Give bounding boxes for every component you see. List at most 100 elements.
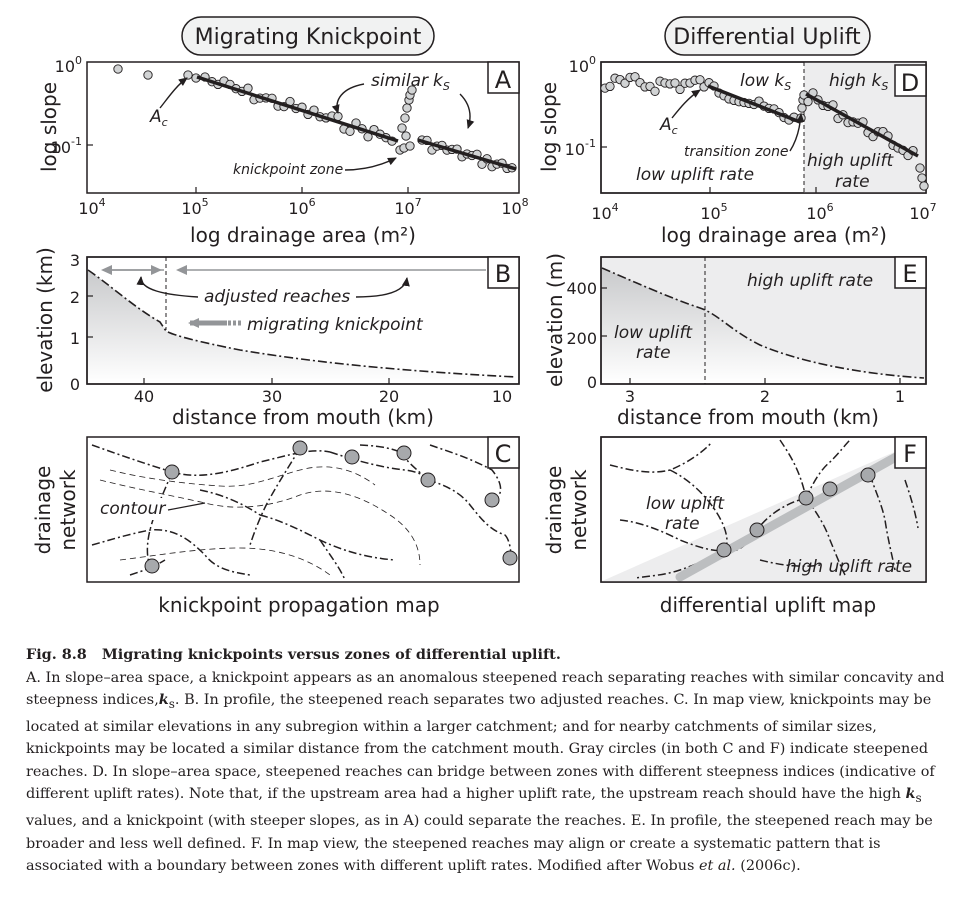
scatter-point <box>143 70 153 80</box>
caption-ks-2: k <box>905 785 916 803</box>
panel-b-xtick-10: 10 <box>492 387 512 406</box>
river <box>429 444 502 501</box>
header-right-pill <box>664 16 871 56</box>
panel-a-ann-ac: Ac <box>149 107 168 129</box>
figure-caption: Fig. 8.8 Migrating knickpoints versus zo… <box>26 644 946 878</box>
river <box>249 447 301 546</box>
river <box>634 549 726 579</box>
panel-a-xticks: 104 105 106 107 108 <box>78 187 529 218</box>
panel-d-xtick-1: 104 <box>591 201 618 223</box>
header-right-label: Differential Uplift <box>673 25 861 50</box>
panel-a-ann-similar-ks: similar kS <box>371 71 450 93</box>
panel-e-xtick-1: 1 <box>895 387 905 406</box>
panel-e-xtick-3: 3 <box>625 387 635 406</box>
caption-fig-label: Fig. 8.8 <box>26 646 87 663</box>
river <box>91 529 251 576</box>
river <box>319 539 346 581</box>
panel-a-xtick-1: 104 <box>78 196 105 218</box>
panel-b-ylabel: elevation (km) <box>33 247 57 393</box>
panel-d-letter: D <box>901 69 919 97</box>
knickpoint-marker <box>344 449 360 465</box>
panel-d-ann-ac: Ac <box>659 115 678 137</box>
header-left-label: Migrating Knickpoint <box>195 25 422 50</box>
caption-part-b: . B. In profile, the steepened reach sep… <box>26 692 935 803</box>
panel-b-ytick-0: 0 <box>70 375 80 394</box>
river <box>779 439 807 499</box>
river <box>619 519 726 552</box>
panel-d: log slope 100 10-1 104 105 106 107 log d… <box>537 54 937 247</box>
panel-d-ann-high-uplift-2: rate <box>835 172 870 192</box>
river <box>759 559 821 567</box>
river <box>805 497 846 576</box>
panel-a: log slope 100 10-1 104 105 106 107 108 l… <box>37 54 529 247</box>
header-left-pill <box>181 16 435 56</box>
panel-d-ytick-mid: 10-1 <box>565 137 596 159</box>
knickpoint-marker <box>502 550 518 566</box>
panel-c-letter-box <box>487 436 520 469</box>
scatter-point <box>397 123 407 133</box>
scatter-point <box>670 78 680 88</box>
knickpoint-marker <box>164 464 180 480</box>
river <box>146 471 173 569</box>
panel-b-ytick-3: 3 <box>70 251 80 270</box>
panel-d-ann-high-ks: high kS <box>829 71 888 93</box>
figure-8-8: Migrating Knickpoint Differential Uplift… <box>31 16 937 617</box>
panel-f-ann-low-uplift-2: rate <box>665 514 700 534</box>
river <box>669 469 728 551</box>
caption-etal: et al. <box>699 858 736 875</box>
knickpoint-marker <box>420 472 436 488</box>
panel-e-ann-high-uplift: high uplift rate <box>747 271 873 291</box>
panel-a-letter: A <box>495 66 512 94</box>
scatter-point <box>675 84 685 95</box>
panel-e-ytick-400: 400 <box>566 279 597 298</box>
panel-b-arrow-adjusted-right <box>355 277 410 298</box>
panel-a-arrow-knickpoint-zone <box>344 157 397 171</box>
panel-b: elevation (km) 3 2 1 0 40 30 20 10 dista… <box>33 247 520 429</box>
caption-part-c: values, and a knickpoint (with steeper s… <box>26 812 933 875</box>
panel-d-ann-low-uplift: low uplift rate <box>636 165 754 185</box>
panel-b-profile-line <box>87 269 517 378</box>
river <box>805 439 851 499</box>
scatter-point <box>620 78 630 88</box>
panel-c-letter: C <box>495 440 512 468</box>
scatter-point <box>402 103 412 113</box>
panel-e-ytick-200: 200 <box>566 329 597 348</box>
panel-c-ylabel-line2: network <box>56 469 80 551</box>
scatter-point <box>183 70 193 80</box>
panel-b-arrow-adjusted-left <box>136 276 199 298</box>
panel-b-letter: B <box>495 260 511 288</box>
panel-d-xtick-2: 105 <box>700 201 727 223</box>
panel-a-ytick-mid: 10-1 <box>51 135 82 157</box>
panel-f-ann-high-uplift: high uplift rate <box>786 557 912 577</box>
panel-e-profile-line <box>601 267 925 379</box>
panel-a-xtick-3: 106 <box>288 196 315 218</box>
panel-f-letter-box <box>894 436 927 469</box>
scatter-point <box>915 163 925 173</box>
panel-a-frame <box>86 61 520 194</box>
panel-c-ann-contour: contour <box>100 499 166 519</box>
scatter-point <box>400 113 410 123</box>
caption-fig-title: Migrating knickpoints versus zones of di… <box>101 646 561 663</box>
panel-d-xtick-3: 106 <box>806 201 833 223</box>
panel-b-ytick-1: 1 <box>70 329 80 348</box>
panel-c: drainage network C contour knickpoint pr… <box>31 436 520 617</box>
panel-e-xlabel: distance from mouth (km) <box>617 405 879 429</box>
scatter-point <box>630 72 640 82</box>
panel-a-arrow-ac <box>159 77 188 109</box>
panel-f-title: differential uplift map <box>660 593 876 617</box>
header-right: Differential Uplift <box>664 16 871 56</box>
caption-body: A. In slope–area space, a knickpoint app… <box>26 667 946 878</box>
panel-c-knickpoints <box>144 440 518 574</box>
scatter-point <box>605 81 615 92</box>
panel-d-xtick-4: 107 <box>909 201 936 223</box>
panel-d-ann-high-uplift-1: high uplift <box>807 151 894 171</box>
panel-d-arrow-ac <box>671 89 701 119</box>
knickpoint-marker <box>396 445 412 461</box>
panel-a-arrow-similar-right <box>459 93 475 129</box>
panel-d-trend-high <box>805 92 919 158</box>
panel-e-ann-low-uplift-2: rate <box>636 343 671 363</box>
panel-a-trend-lower <box>196 75 399 143</box>
caption-title: Fig. 8.8 Migrating knickpoints versus zo… <box>26 644 946 667</box>
panel-f-high-uplift-zone <box>600 438 926 582</box>
panel-e-xtick-2: 2 <box>760 387 770 406</box>
